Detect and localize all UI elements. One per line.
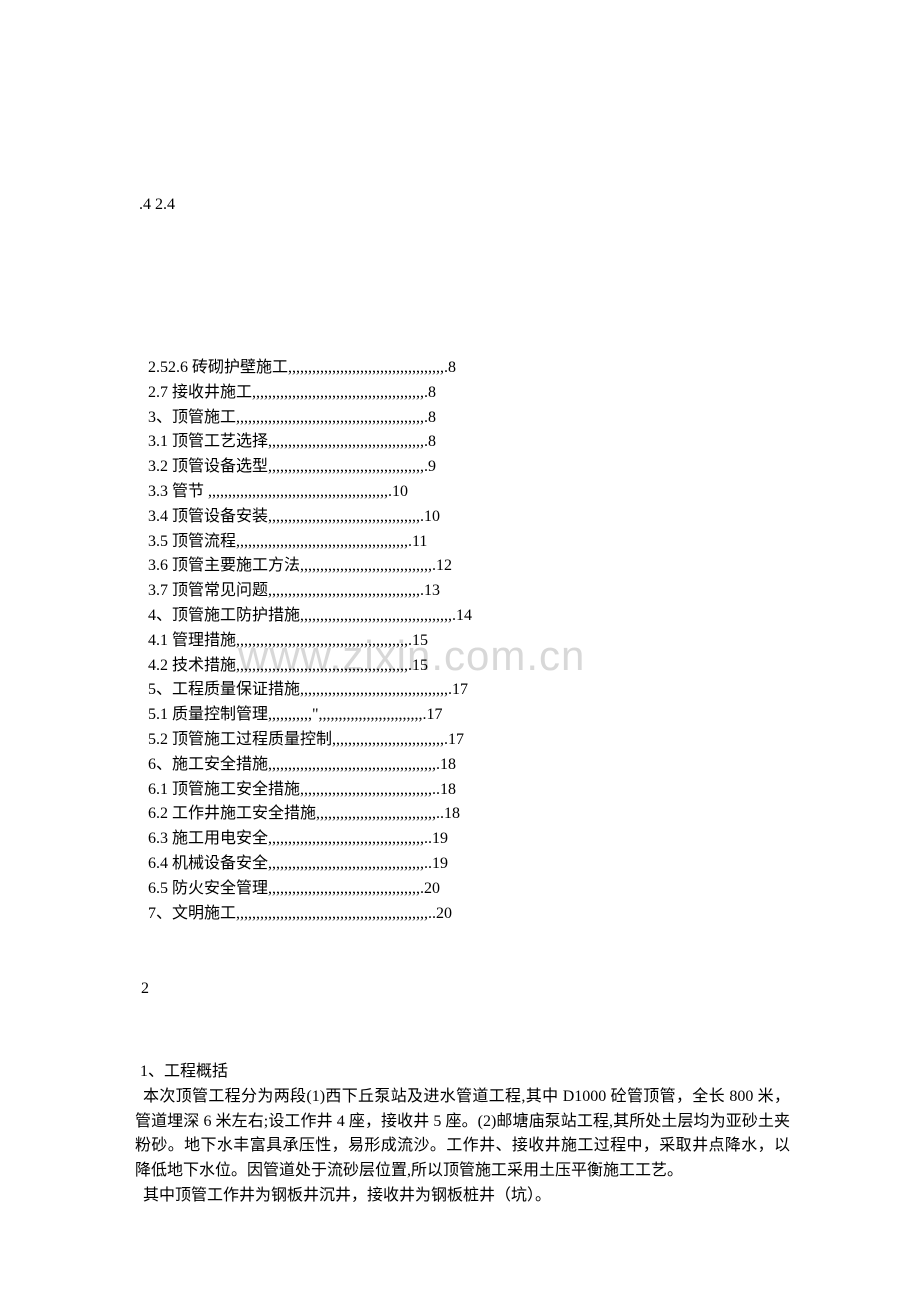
toc-line: 6、施工安全措施,,,,,,,,,,,,,,,,,,,,,,,,,,,,,,,,… (148, 753, 920, 778)
toc-line: 3.7 顶管常见问题,,,,,,,,,,,,,,,,,,,,,,,,,,,,,,… (148, 579, 920, 604)
toc-line: 6.3 施工用电安全,,,,,,,,,,,,,,,,,,,,,,,,,,,,,,… (148, 827, 920, 852)
toc-line: 3.1 顶管工艺选择,,,,,,,,,,,,,,,,,,,,,,,,,,,,,,… (148, 430, 920, 455)
toc-line: 6.1 顶管施工安全措施,,,,,,,,,,,,,,,,,,,,,,,,,,,,… (148, 778, 920, 803)
toc-line: 6.2 工作井施工安全措施,,,,,,,,,,,,,,,,,,,,,,,,,,,… (148, 802, 920, 827)
toc-line: 5、工程质量保证措施,,,,,,,,,,,,,,,,,,,,,,,,,,,,,,… (148, 678, 920, 703)
toc-line: 3.2 顶管设备选型,,,,,,,,,,,,,,,,,,,,,,,,,,,,,,… (148, 455, 920, 480)
toc-line: 3.5 顶管流程,,,,,,,,,,,,,,,,,,,,,,,,,,,,,,,,… (148, 530, 920, 555)
toc-line: 2.52.6 砖砌护壁施工,,,,,,,,,,,,,,,,,,,,,,,,,,,… (148, 356, 920, 381)
toc-line: 7、文明施工,,,,,,,,,,,,,,,,,,,,,,,,,,,,,,,,,,… (148, 902, 920, 927)
body-section: 1、工程概括 本次顶管工程分为两段(1)西下丘泵站及进水管道工程,其中 D100… (135, 1060, 790, 1209)
toc-line: 3.6 顶管主要施工方法,,,,,,,,,,,,,,,,,,,,,,,,,,,,… (148, 554, 920, 579)
toc-line: 5.1 质量控制管理,,,,,,,,,,,",,,,,,,,,,,,,,,,,,… (148, 703, 920, 728)
toc-line: 3、顶管施工,,,,,,,,,,,,,,,,,,,,,,,,,,,,,,,,,,… (148, 406, 920, 431)
toc-line: 2.7 接收井施工,,,,,,,,,,,,,,,,,,,,,,,,,,,,,,,… (148, 381, 920, 406)
toc-line: 4、顶管施工防护措施,,,,,,,,,,,,,,,,,,,,,,,,,,,,,,… (148, 604, 920, 629)
toc-line: 6.4 机械设备安全,,,,,,,,,,,,,,,,,,,,,,,,,,,,,,… (148, 852, 920, 877)
table-of-contents: 2.52.6 砖砌护壁施工,,,,,,,,,,,,,,,,,,,,,,,,,,,… (148, 356, 920, 926)
toc-line: 3.4 顶管设备安装,,,,,,,,,,,,,,,,,,,,,,,,,,,,,,… (148, 505, 920, 530)
page-number: 2 (141, 980, 149, 998)
toc-line: 5.2 顶管施工过程质量控制,,,,,,,,,,,,,,,,,,,,,,,,,,… (148, 728, 920, 753)
toc-line: 4.1 管理措施,,,,,,,,,,,,,,,,,,,,,,,,,,,,,,,,… (148, 629, 920, 654)
toc-line: 4.2 技术措施,,,,,,,,,,,,,,,,,,,,,,,,,,,,,,,,… (148, 654, 920, 679)
page-container: .4 2.4 www.zixin.com.cn 2.52.6 砖砌护壁施工,,,… (0, 0, 920, 570)
section-title: 1、工程概括 (140, 1060, 790, 1085)
toc-line: 3.3 管节 ,,,,,,,,,,,,,,,,,,,,,,,,,,,,,,,,,… (148, 480, 920, 505)
body-paragraph: 其中顶管工作井为钢板井沉井，接收井为钢板桩井（坑）。 (135, 1184, 790, 1209)
body-paragraph: 本次顶管工程分为两段(1)西下丘泵站及进水管道工程,其中 D1000 砼管顶管，… (135, 1085, 790, 1184)
toc-line: 6.5 防火安全管理,,,,,,,,,,,,,,,,,,,,,,,,,,,,,,… (148, 877, 920, 902)
header-text: .4 2.4 (139, 196, 175, 214)
